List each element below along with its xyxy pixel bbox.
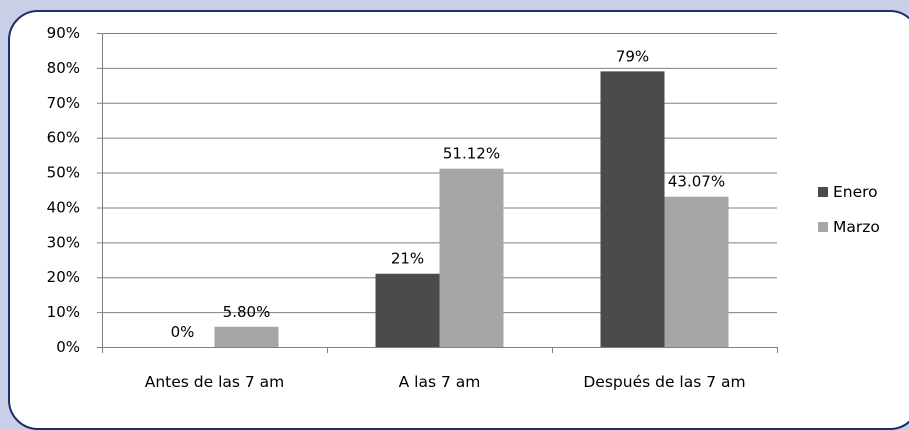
- legend-swatch-marzo: [818, 222, 828, 232]
- legend-label-enero: Enero: [833, 183, 878, 201]
- y-tick-label: 20%: [47, 268, 80, 286]
- data-label: 5.80%: [223, 303, 271, 321]
- y-tick-label: 80%: [47, 59, 80, 77]
- y-tick-label: 90%: [47, 24, 80, 42]
- bar-marzo: [439, 168, 504, 347]
- data-label: 0%: [171, 323, 195, 341]
- y-tick-label: 50%: [47, 164, 80, 182]
- y-tick-label: 70%: [47, 94, 80, 112]
- y-tick-label: 10%: [47, 303, 80, 321]
- data-label: 79%: [616, 47, 649, 65]
- x-category-label: Antes de las 7 am: [145, 373, 285, 391]
- bar-marzo: [664, 196, 729, 347]
- bar-enero: [600, 71, 665, 347]
- bar-chart: 0% 10% 20% 30% 40% 50% 60% 70% 80% 90% 0% 5.80% Ante…: [47, 24, 880, 391]
- y-tick-label: 30%: [47, 233, 80, 251]
- y-tick-label: 40%: [47, 198, 80, 216]
- chart-frame: 0% 10% 20% 30% 40% 50% 60% 70% 80% 90% 0% 5.80% Ante…: [8, 10, 909, 430]
- x-category-label: A las 7 am: [399, 373, 481, 391]
- data-label: 43.07%: [668, 173, 725, 191]
- bar-marzo: [214, 326, 279, 347]
- legend-swatch-enero: [818, 187, 828, 197]
- y-tick-label: 0%: [56, 338, 80, 356]
- legend-label-marzo: Marzo: [833, 218, 880, 236]
- y-tick-label: 60%: [47, 129, 80, 147]
- data-label: 51.12%: [443, 145, 500, 163]
- x-category-label: Después de las 7 am: [583, 373, 745, 391]
- data-label: 21%: [391, 250, 424, 268]
- bar-enero: [375, 273, 440, 347]
